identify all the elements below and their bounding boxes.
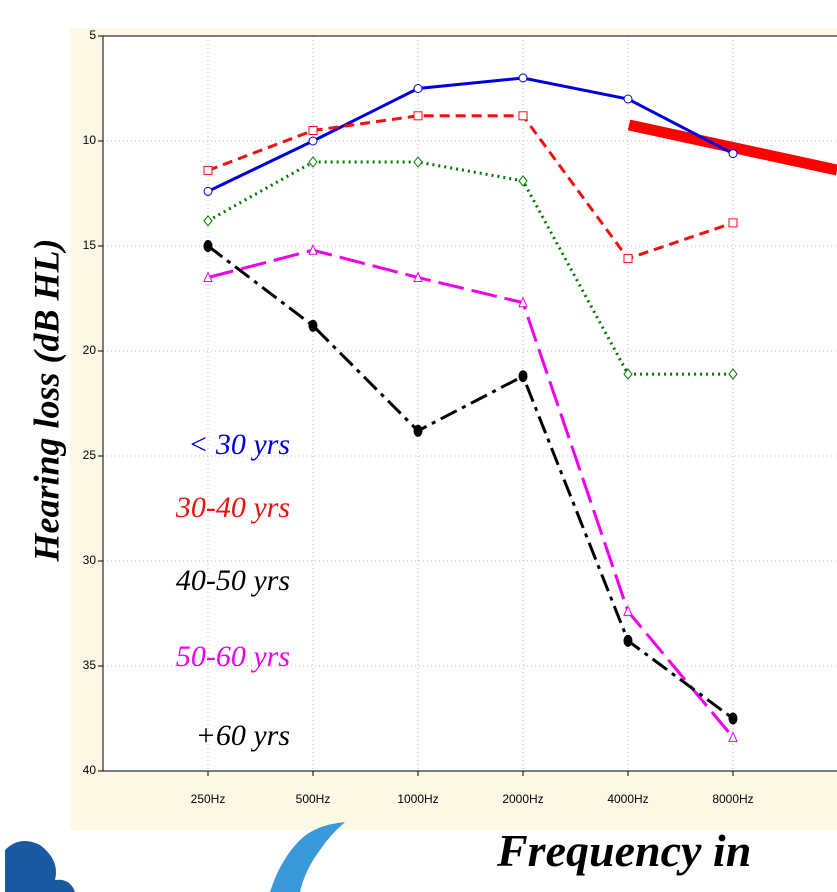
point [308, 319, 318, 332]
y-tick-label: 10 [83, 133, 97, 147]
series-line [207, 244, 734, 720]
point [203, 240, 213, 252]
legend-label: 30-40 yrs [175, 491, 290, 524]
x-tick-label: 500Hz [296, 792, 331, 806]
point [728, 149, 738, 159]
y-tick-label: 35 [83, 658, 97, 672]
point [308, 156, 318, 168]
point [518, 175, 528, 187]
x-tick-label: 250Hz [191, 792, 226, 806]
logo-shape [5, 841, 75, 892]
x-tick-label: 1000Hz [397, 792, 438, 806]
point [308, 126, 318, 135]
point [308, 136, 318, 146]
point [518, 111, 528, 121]
point [413, 111, 423, 121]
y-tick-label: 25 [83, 448, 97, 462]
point [728, 712, 738, 725]
y-tick-label: 30 [83, 553, 97, 567]
x-tick-label: 4000Hz [607, 792, 648, 806]
point [203, 165, 213, 175]
point [623, 634, 633, 647]
legend-label: 40-50 yrs [176, 564, 290, 597]
point [203, 214, 213, 227]
annotation-line [627, 119, 837, 176]
logo [5, 822, 345, 892]
logo-shape [270, 822, 345, 892]
legend-label: +60 yrs [196, 719, 290, 752]
point [518, 296, 528, 308]
legend-label: 50-60 yrs [176, 640, 290, 673]
x-axis-title: Frequency in [496, 825, 751, 876]
point [623, 94, 633, 104]
legend-label: < 30 yrs [188, 428, 290, 461]
point [308, 243, 318, 255]
point [728, 731, 738, 742]
point [203, 186, 213, 196]
series-line [207, 248, 735, 739]
point [728, 368, 738, 380]
y-axis-title: Hearing loss (dB HL) [26, 238, 66, 562]
point [623, 368, 633, 380]
series-line [207, 114, 734, 261]
point [518, 73, 528, 83]
y-tick-label: 5 [89, 28, 96, 42]
point [728, 218, 738, 228]
y-tick-label: 40 [83, 763, 97, 777]
point [413, 156, 423, 168]
y-tick-label: 15 [83, 238, 97, 252]
point [623, 254, 633, 264]
point [413, 424, 423, 437]
y-tick-label: 20 [83, 343, 97, 357]
point [518, 370, 528, 383]
plot-area [103, 36, 837, 771]
point [413, 84, 423, 93]
point [413, 271, 423, 282]
point [203, 271, 213, 282]
point [623, 605, 633, 616]
series-line [207, 76, 734, 193]
x-tick-label: 2000Hz [502, 792, 543, 806]
x-tick-label: 8000Hz [712, 792, 753, 806]
